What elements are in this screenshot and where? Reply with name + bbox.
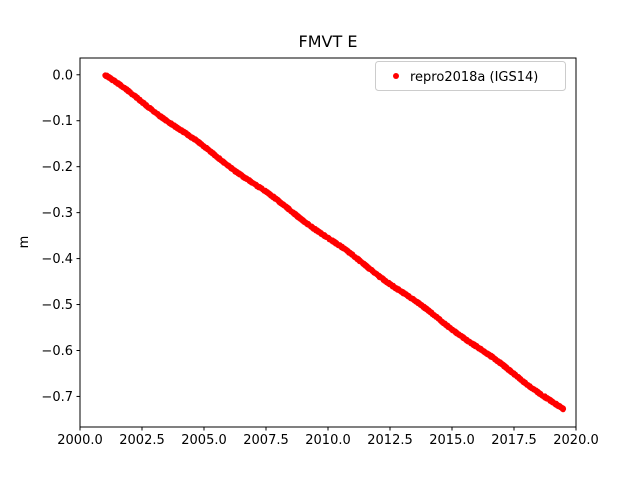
y-tick-label: −0.7: [41, 390, 73, 405]
y-axis-label: m: [17, 236, 32, 249]
scatter-series: [102, 72, 567, 413]
series-points: [102, 72, 567, 413]
x-tick-label: 2017.5: [491, 433, 537, 448]
x-tick-label: 2002.5: [119, 433, 165, 448]
x-tick-label: 2010.0: [305, 433, 351, 448]
y-tick-label: −0.3: [41, 206, 73, 221]
y-tick-label: −0.2: [41, 160, 73, 175]
x-tick-label: 2005.0: [181, 433, 227, 448]
y-tick-label: −0.4: [41, 252, 73, 267]
legend-label: repro2018a (IGS14): [410, 70, 538, 85]
legend-frame: [375, 61, 566, 91]
legend-marker-icon: [393, 73, 399, 79]
y-tick-label: −0.1: [41, 114, 73, 129]
x-tick-label: 2000.0: [57, 433, 103, 448]
legend: repro2018a (IGS14): [375, 61, 566, 91]
x-tick-label: 2020.0: [553, 433, 599, 448]
chart-title: FMVT E: [299, 32, 358, 51]
y-tick-label: −0.5: [41, 298, 73, 313]
y-tick-label: −0.6: [41, 344, 73, 359]
y-tick-label: 0.0: [52, 68, 73, 83]
axis-ticks: 2000.0 2002.5 2005.0 2007.5 2010.0 2012.5 2015…: [41, 68, 598, 448]
x-tick-label: 2015.0: [429, 433, 475, 448]
x-tick-label: 2007.5: [243, 433, 289, 448]
x-tick-label: 2012.5: [367, 433, 413, 448]
